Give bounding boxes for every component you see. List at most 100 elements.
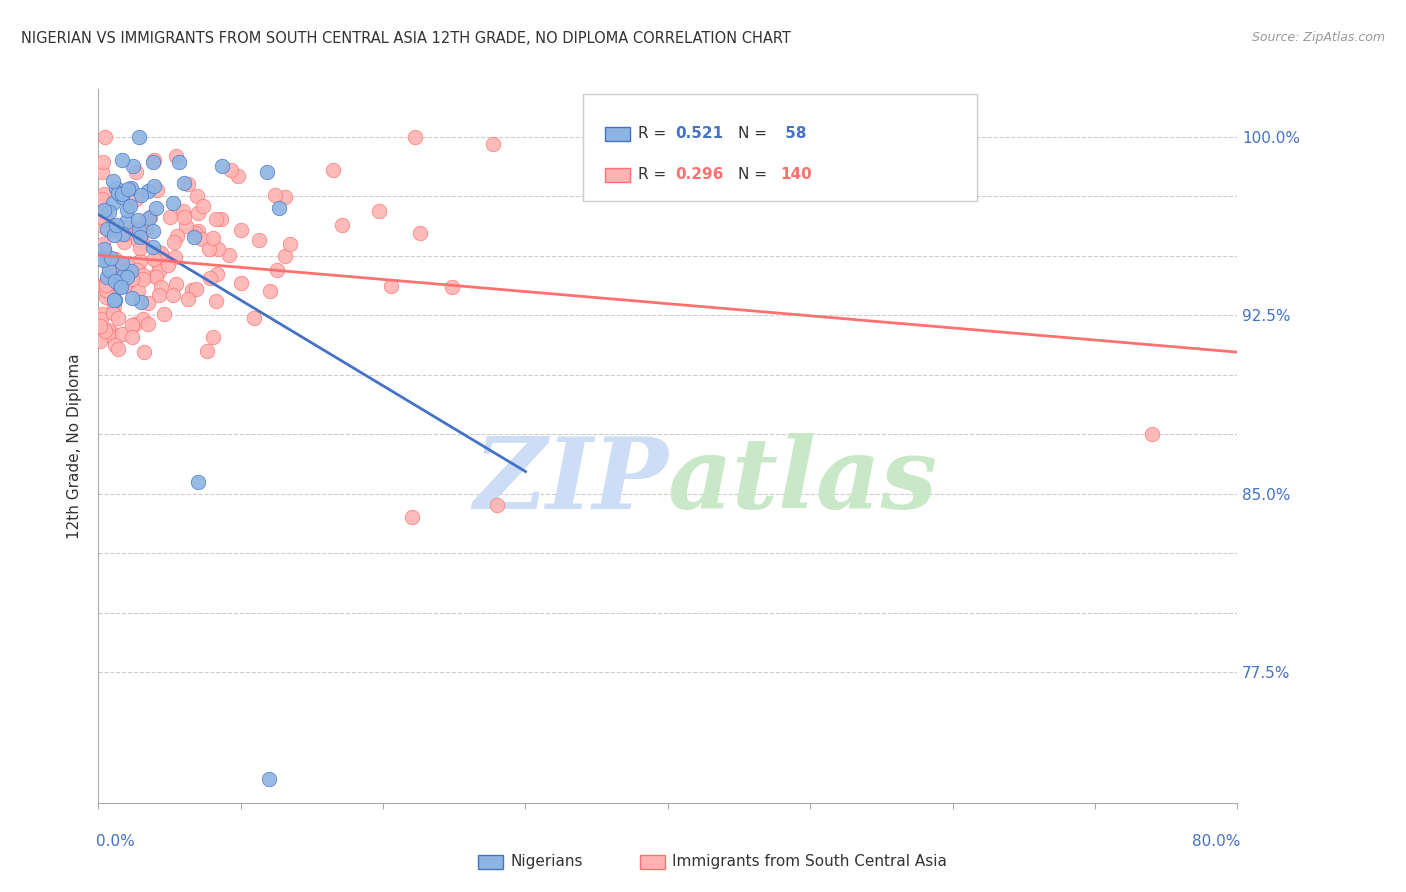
Point <box>205 293 228 308</box>
Point <box>111 153 134 168</box>
Point <box>91 253 114 268</box>
Text: Nigerians: Nigerians <box>510 855 583 869</box>
Point <box>138 211 160 225</box>
Point <box>112 279 135 293</box>
Point <box>118 198 141 212</box>
Point <box>129 187 152 202</box>
Text: 140: 140 <box>780 168 813 182</box>
Point <box>195 343 218 358</box>
Text: R =: R = <box>638 168 672 182</box>
Point <box>127 212 149 227</box>
Point <box>100 251 122 265</box>
Point <box>187 206 209 220</box>
Point <box>103 174 125 188</box>
Point <box>131 294 153 309</box>
Point <box>94 325 117 339</box>
Point <box>127 262 149 277</box>
Point <box>440 280 463 294</box>
Point <box>91 192 114 206</box>
Point <box>98 205 121 219</box>
Point <box>107 343 129 357</box>
Point <box>330 218 353 232</box>
Point <box>93 203 115 218</box>
Point <box>142 224 165 238</box>
Point <box>132 268 155 283</box>
Point <box>266 262 288 277</box>
Point <box>200 270 222 285</box>
Point <box>128 254 150 268</box>
Point <box>173 176 195 190</box>
Point <box>231 223 253 237</box>
Point <box>89 334 111 348</box>
Point <box>97 327 120 342</box>
Point <box>201 330 224 344</box>
Point <box>274 249 297 263</box>
Point <box>115 215 138 229</box>
Point <box>91 236 114 251</box>
Point <box>129 234 152 248</box>
Point <box>207 242 229 256</box>
Point <box>183 229 205 244</box>
Point <box>165 250 187 264</box>
Point <box>96 215 118 229</box>
Point <box>117 259 139 273</box>
Point <box>145 201 167 215</box>
Point <box>104 252 127 266</box>
Point <box>198 242 221 256</box>
Point <box>177 178 200 192</box>
Point <box>226 169 249 183</box>
Point <box>129 241 152 255</box>
Point <box>96 269 118 284</box>
Point <box>90 252 112 266</box>
Point <box>93 154 115 169</box>
Point <box>101 306 124 320</box>
Point <box>145 269 167 284</box>
Point <box>111 190 134 204</box>
Point <box>146 244 169 259</box>
Point <box>231 276 253 290</box>
Point <box>159 211 181 225</box>
Point <box>163 235 186 249</box>
Point <box>132 312 155 326</box>
Point <box>128 220 150 235</box>
Text: NIGERIAN VS IMMIGRANTS FROM SOUTH CENTRAL ASIA 12TH GRADE, NO DIPLOMA CORRELATIO: NIGERIAN VS IMMIGRANTS FROM SOUTH CENTRA… <box>21 31 792 46</box>
Point <box>157 258 180 272</box>
Point <box>136 184 159 198</box>
Point <box>101 196 124 211</box>
Point <box>274 190 297 204</box>
Text: 0.521: 0.521 <box>675 127 723 141</box>
Point <box>143 153 166 168</box>
Point <box>108 279 131 293</box>
Point <box>121 272 143 286</box>
Point <box>121 330 143 344</box>
Point <box>105 181 128 195</box>
Point <box>111 187 134 202</box>
Point <box>125 263 148 277</box>
Point <box>91 307 114 321</box>
Point <box>112 263 135 277</box>
Point <box>134 215 156 229</box>
Point <box>142 240 165 254</box>
Point <box>132 345 155 359</box>
Point <box>165 149 187 163</box>
Point <box>131 235 153 249</box>
Point <box>98 262 121 277</box>
Point <box>149 246 172 260</box>
Point <box>148 287 170 301</box>
Point <box>368 204 391 219</box>
Point <box>93 186 115 201</box>
Point <box>104 293 127 307</box>
Point <box>180 283 202 297</box>
Point <box>121 291 143 305</box>
Point <box>143 268 166 283</box>
Point <box>136 296 159 310</box>
Point <box>259 284 281 298</box>
Point <box>107 311 129 326</box>
Point <box>104 221 127 235</box>
Point <box>380 278 402 293</box>
Point <box>139 211 162 225</box>
Point <box>162 288 184 302</box>
Point <box>204 212 226 227</box>
Point <box>131 272 153 286</box>
Point <box>107 264 129 278</box>
